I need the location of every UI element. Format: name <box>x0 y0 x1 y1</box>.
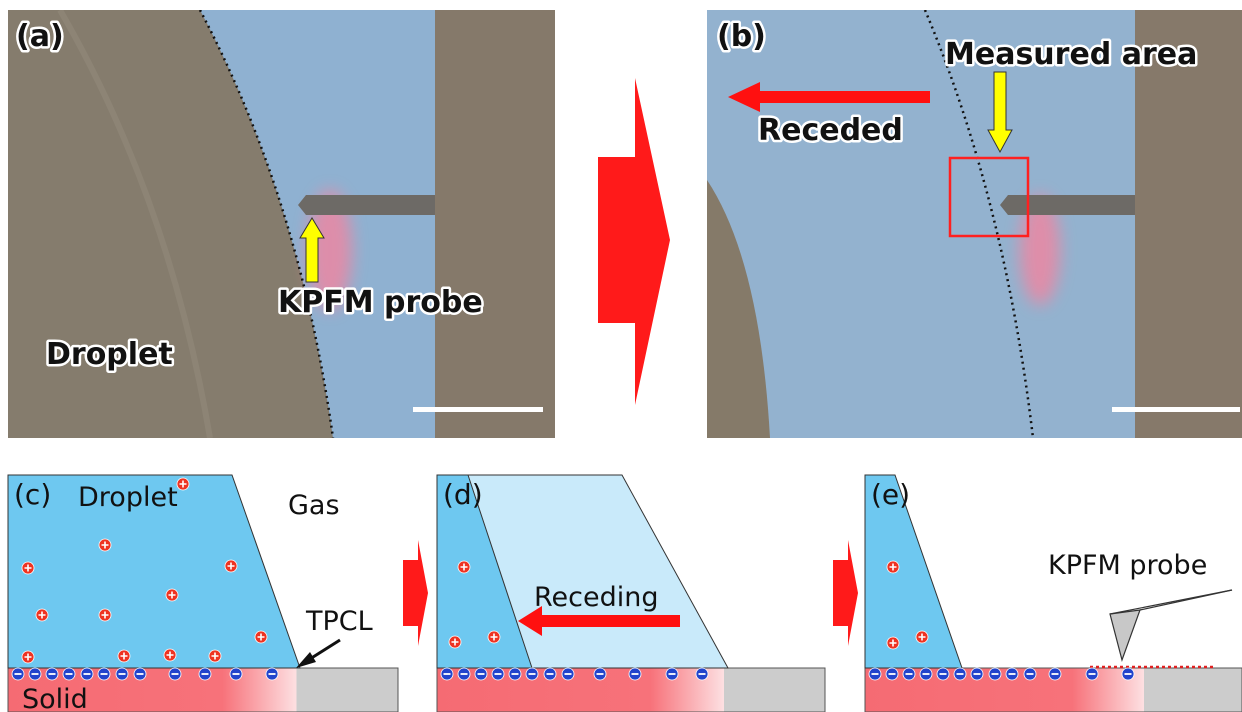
panel-label: (c) <box>14 478 51 511</box>
photo-a <box>8 10 555 438</box>
panel-label: (a) <box>16 19 64 54</box>
probe-label: KPFM probe <box>1048 550 1207 581</box>
arrow <box>833 540 858 646</box>
tpcl-label: TPCL <box>305 606 373 637</box>
photo-b <box>707 10 1242 438</box>
panel-label: (d) <box>443 478 483 511</box>
gas-label: Gas <box>288 490 340 521</box>
arrow <box>598 78 670 405</box>
measured-label: Measured area <box>945 37 1197 72</box>
panel-label: (b) <box>717 19 766 54</box>
panel-label: (e) <box>871 478 910 511</box>
receding-label: Receding <box>534 582 659 613</box>
figure: (a) Droplet KPFM probe (b) Measured area… <box>0 0 1242 712</box>
droplet-label: Droplet <box>46 337 173 372</box>
arrow <box>403 540 428 646</box>
receded-label: Receded <box>758 113 903 148</box>
probe-label: KPFM probe <box>278 285 483 320</box>
solid-label: Solid <box>22 684 88 712</box>
droplet-label: Droplet <box>78 482 178 513</box>
